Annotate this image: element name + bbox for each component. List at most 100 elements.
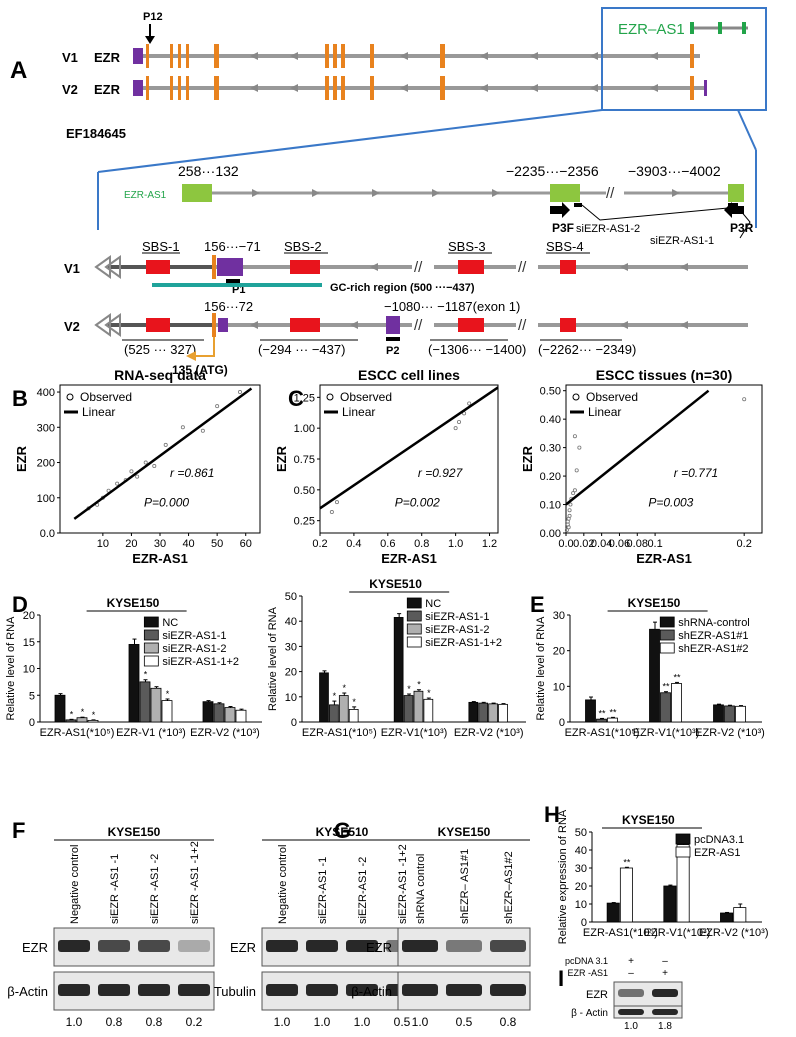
pos-1080: −1080··· −1187(exon 1) [384,299,520,314]
data-point [457,419,462,424]
data-point [567,508,572,513]
data-point [135,474,140,479]
y-tick-label: 30 [285,641,297,653]
bar [596,718,607,723]
y-axis-label: Relative level of RNA [535,616,547,721]
panel-c: C ESCC cell lines 0.2 0.4 0.6 0.8 1.0 1.2 0.25 0… [274,367,763,566]
y-tick-label: 0 [29,717,35,729]
p3r-label: P3R [730,221,754,235]
y-tick-label: 0.30 [540,443,561,455]
legend-swatch [675,833,691,845]
data-point [180,425,185,430]
blot-f-kyse150: KYSE150 Negative control siEZR -AS1 -1 siEZ… [7,825,215,1029]
x-tick-label: 0.2 [312,538,327,550]
p3f-arrow [550,202,570,218]
x-tick-label: 40 [182,538,194,550]
fit-line [319,386,499,510]
category-label: EZR-AS1(*10⁵) [302,727,377,739]
panel-e-label: E [530,592,545,617]
data-point [568,502,573,507]
panel-c-label: C [288,386,304,411]
accession-label: EF184645 [66,126,126,141]
x-tick-label: 0.4 [346,538,361,550]
sbs4-box [560,260,576,274]
row-label-loading: Tubulin [214,984,256,999]
sbs3-label: SBS-3 [448,239,486,254]
y-tick-label: 1.00 [294,423,315,435]
data-point [143,460,148,465]
y-tick-label: 0 [559,717,565,729]
legend-label: pcDNA3.1 [694,834,744,846]
data-point [200,428,205,433]
data-point [334,500,339,505]
category-label: EZR-V2 (*10³) [699,927,769,939]
x-tick-label: 0.2 [737,538,752,550]
y-tick-label: 15 [23,637,35,649]
quant-value: 1.0 [314,1015,331,1029]
r-value: r =0.927 [418,466,464,480]
significance-star: ** [673,672,681,682]
bar [619,867,633,923]
bar [403,695,414,723]
significance-star: * [144,670,148,680]
sbs1-label: SBS-1 [142,239,180,254]
data-point [567,513,572,518]
v2-arrows [250,84,658,92]
y-tick-label: 0.20 [540,471,561,483]
svg-text://: // [518,259,527,276]
bar [660,692,671,723]
panel-i-label: I [558,966,564,991]
bar [76,717,88,723]
significance-star: ** [598,708,606,718]
lane-label: siEZR -AS1 -1+2 [189,841,201,924]
v2-exons [146,76,694,100]
bar [161,700,173,723]
bar [585,699,596,723]
legend-label: EZR-AS1 [694,847,740,859]
y-tick-label: 30 [553,610,565,622]
data-point [572,488,577,493]
bar [413,690,424,723]
y-tick-label: 40 [285,616,297,628]
lane-label: Negative control [69,845,81,925]
band [58,940,90,952]
data-point [572,434,577,439]
legend-label: NC [162,617,178,629]
v2-exon1 [386,316,400,334]
legend-swatch [675,846,691,858]
data-point [566,525,571,530]
quant-value: 0.2 [186,1015,203,1029]
bar [498,703,508,723]
band [178,940,210,952]
bar [87,719,99,723]
data-point [467,401,472,406]
bar [607,717,618,723]
band [446,984,482,996]
legend-observed-marker [66,393,74,401]
y-tick-label: 30 [575,863,587,875]
panel-d-kyse510-chart: KYSE510 0 10 20 30 40 50 Relative level of RNA *… [267,577,526,739]
legend-observed: Observed [80,390,132,404]
bar [606,902,620,923]
quant-value: 0.8 [500,1015,517,1029]
y-tick-label: 0.75 [294,454,315,466]
band [306,984,338,996]
v1-label: V1 [62,50,78,65]
panel-d-label: D [12,592,28,617]
bar [319,672,329,723]
y-tick-label: 20 [285,667,297,679]
gc-rich-bar [152,283,322,287]
category-label: EZR-V2 (*10³) [695,727,765,739]
svg-text://: // [414,259,423,276]
panel-d-kyse150-chart: KYSE150 0 5 10 15 20 Relative level of RNA * * * E… [5,596,262,739]
bar [139,681,151,723]
bar [724,705,735,723]
x-axis-label: EZR-AS1 [381,551,437,566]
significance-star: * [417,680,421,690]
gc-label: GC-rich region (500 ···−437) [330,282,475,294]
data-point [329,510,334,515]
sbs2-label: SBS-2 [284,239,322,254]
y-tick-label: 40 [575,845,587,857]
significance-star: * [166,689,170,699]
y-tick-label: 200 [37,458,55,470]
